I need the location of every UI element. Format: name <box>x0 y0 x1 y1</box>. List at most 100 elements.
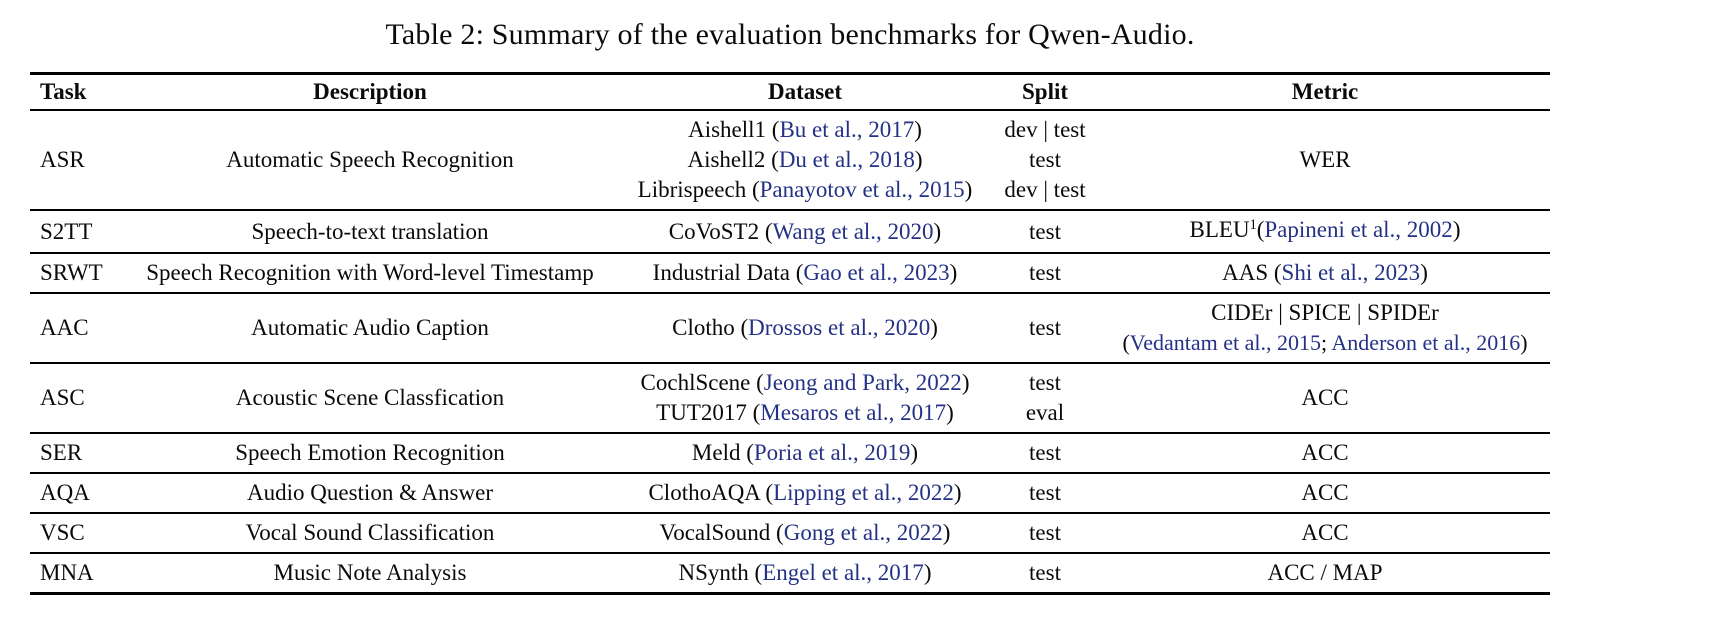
dataset-line: Meld (Poria et al., 2019) <box>620 438 990 468</box>
dataset-line: VocalSound (Gong et al., 2022) <box>620 518 990 548</box>
table-caption: Table 2: Summary of the evaluation bench… <box>385 18 1195 51</box>
dataset-line: CoVoST2 (Wang et al., 2020) <box>620 217 990 247</box>
metric-cell: ACC <box>1100 433 1550 473</box>
citation-link[interactable]: Mesaros et al., 2017 <box>760 400 947 425</box>
metric-text: ACC <box>1301 440 1349 465</box>
metric-cell: WER <box>1100 110 1550 210</box>
split-value: test <box>1029 520 1061 545</box>
paren-text: ( <box>1122 330 1130 355</box>
split-value: test <box>1029 147 1061 172</box>
split-cell: test <box>990 433 1100 473</box>
citation-link[interactable]: Du et al., 2018 <box>778 147 915 172</box>
citation-link[interactable]: Jeong and Park, 2022 <box>763 370 962 395</box>
dataset-cell: CoVoST2 (Wang et al., 2020) <box>620 210 990 253</box>
footnote-marker: 1 <box>1249 217 1257 234</box>
paren-text: ) <box>953 480 962 505</box>
split-cell: test <box>990 253 1100 293</box>
table-row-mna: MNA Music Note Analysis NSynth (Engel et… <box>30 553 1550 594</box>
split-cell: test <box>990 210 1100 253</box>
split-value: dev | test <box>1004 177 1086 202</box>
dataset-line: Industrial Data (Gao et al., 2023) <box>620 258 990 288</box>
paren-text: ) <box>949 260 958 285</box>
table-row-vsc: VSC Vocal Sound Classification VocalSoun… <box>30 513 1550 553</box>
dataset-cell: ClothoAQA (Lipping et al., 2022) <box>620 473 990 513</box>
dataset-cell: Meld (Poria et al., 2019) <box>620 433 990 473</box>
description-cell: Music Note Analysis <box>273 560 467 585</box>
citation-link[interactable]: Shi et al., 2023 <box>1281 260 1421 285</box>
dataset-name-text: TUT2017 ( <box>656 400 761 425</box>
description-cell: Speech-to-text translation <box>251 218 489 244</box>
metric-text: AAS (Shi et al., 2023) <box>1100 258 1550 288</box>
description-cell: Speech Emotion Recognition <box>235 440 505 465</box>
dataset-line: CochlScene (Jeong and Park, 2022) <box>620 368 990 398</box>
metric-cell: ACC <box>1100 363 1550 433</box>
split-value: eval <box>1025 400 1065 425</box>
dataset-name-text: Industrial Data ( <box>652 260 804 285</box>
citation-link[interactable]: Vedantam et al., 2015 <box>1129 330 1322 355</box>
description-cell: Speech Recognition with Word-level Times… <box>146 260 594 285</box>
dataset-name-text: CochlScene ( <box>640 370 764 395</box>
split-value: dev | test <box>1004 117 1086 142</box>
task-cell: MNA <box>40 560 94 585</box>
dataset-line: Aishell1 (Bu et al., 2017) <box>620 115 990 145</box>
page: Table 2: Summary of the evaluation bench… <box>30 18 1550 595</box>
table-row-ser: SER Speech Emotion Recognition Meld (Por… <box>30 433 1550 473</box>
dataset-line: Aishell2 (Du et al., 2018) <box>620 145 990 175</box>
metric-cell: ACC <box>1100 513 1550 553</box>
dataset-name-text: NSynth ( <box>678 560 763 585</box>
dataset-cell: Aishell1 (Bu et al., 2017) Aishell2 (Du … <box>620 110 990 210</box>
dataset-name-text: Meld ( <box>691 440 754 465</box>
citation-link[interactable]: Gong et al., 2022 <box>783 520 943 545</box>
table-row-asr: ASR Automatic Speech Recognition Aishell… <box>30 110 1550 210</box>
metric-cell: BLEU1(Papineni et al., 2002) <box>1100 210 1550 253</box>
table-row-aqa: AQA Audio Question & Answer ClothoAQA (L… <box>30 473 1550 513</box>
paren-text: ) <box>1420 260 1428 285</box>
col-header-dataset: Dataset <box>767 79 843 104</box>
split-cell: dev | test test dev | test <box>990 110 1100 210</box>
citation-link[interactable]: Wang et al., 2020 <box>772 218 934 244</box>
benchmarks-table: Task Description Dataset Split Metric AS… <box>30 72 1550 595</box>
table-row-s2tt: S2TT Speech-to-text translation CoVoST2 … <box>30 210 1550 253</box>
split-cell: test <box>990 293 1100 363</box>
metric-text: ACC / MAP <box>1267 560 1383 585</box>
metric-text: ACC <box>1301 480 1349 505</box>
description-cell: Automatic Speech Recognition <box>226 147 514 172</box>
citation-link[interactable]: Panayotov et al., 2015 <box>759 177 965 202</box>
citation-link[interactable]: Poria et al., 2019 <box>753 440 911 465</box>
citation-link[interactable]: Bu et al., 2017 <box>779 117 915 142</box>
dataset-name-text: VocalSound ( <box>659 520 784 545</box>
col-header-task: Task <box>40 79 87 104</box>
dataset-cell: Industrial Data (Gao et al., 2023) <box>620 253 990 293</box>
dataset-cell: VocalSound (Gong et al., 2022) <box>620 513 990 553</box>
description-cell: Acoustic Scene Classfication <box>235 385 505 410</box>
metric-text: ACC <box>1301 385 1349 410</box>
paren-text: ) <box>914 117 922 142</box>
dataset-name-text: Aishell2 ( <box>687 147 779 172</box>
metric-text: CIDEr | SPICE | SPIDEr <box>1211 300 1439 325</box>
paren-text: ) <box>942 520 951 545</box>
task-cell: AQA <box>40 480 90 505</box>
paren-text: ) <box>1452 217 1461 242</box>
col-header-description: Description <box>313 79 427 104</box>
table-row-aac: AAC Automatic Audio Caption Clotho (Dros… <box>30 293 1550 363</box>
split-cell: test <box>990 553 1100 594</box>
metric-text: ACC <box>1301 520 1349 545</box>
separator-text: ; <box>1321 330 1332 355</box>
metric-text: WER <box>1299 147 1351 172</box>
citation-link[interactable]: Lipping et al., 2022 <box>773 480 954 505</box>
split-value: test <box>1029 370 1061 395</box>
citation-link[interactable]: Papineni et al., 2002 <box>1264 217 1453 242</box>
table-row-asc: ASC Acoustic Scene Classfication CochlSc… <box>30 363 1550 433</box>
dataset-name-text: ClothoAQA ( <box>648 480 774 505</box>
col-header-metric: Metric <box>1291 79 1359 104</box>
paren-text: ) <box>964 177 973 202</box>
citation-link[interactable]: Gao et al., 2023 <box>803 260 950 285</box>
metric-name-text: BLEU <box>1189 217 1250 242</box>
citation-link[interactable]: Engel et al., 2017 <box>762 560 924 585</box>
paren-text: ) <box>1520 330 1528 355</box>
dataset-line: NSynth (Engel et al., 2017) <box>620 558 990 588</box>
citation-link[interactable]: Anderson et al., 2016 <box>1331 330 1521 355</box>
dataset-name-text: Clotho ( <box>672 315 749 340</box>
citation-link[interactable]: Drossos et al., 2020 <box>748 315 931 340</box>
paren-text: ) <box>961 370 970 395</box>
